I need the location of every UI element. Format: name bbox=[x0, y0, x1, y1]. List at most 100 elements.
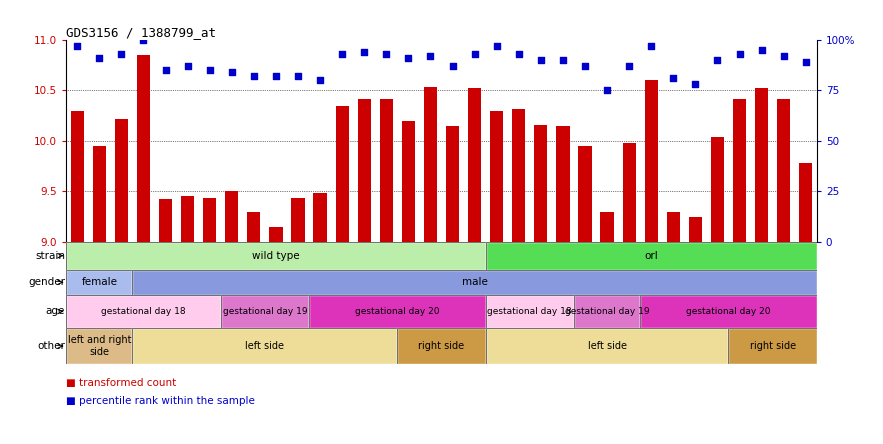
Bar bbox=[66, 242, 486, 270]
Point bbox=[268, 73, 283, 80]
Bar bbox=[309, 295, 486, 328]
Text: ■ percentile rank within the sample: ■ percentile rank within the sample bbox=[66, 396, 255, 406]
Point bbox=[556, 56, 570, 63]
Bar bbox=[66, 270, 132, 295]
Point bbox=[600, 87, 615, 94]
Bar bbox=[600, 212, 614, 242]
Bar bbox=[645, 80, 658, 242]
Bar bbox=[755, 88, 768, 242]
Bar bbox=[623, 143, 636, 242]
Bar bbox=[93, 146, 106, 242]
Text: gender: gender bbox=[28, 277, 65, 287]
Bar bbox=[799, 163, 812, 242]
Text: gestational day 18: gestational day 18 bbox=[487, 307, 572, 316]
Bar bbox=[203, 198, 216, 242]
Text: female: female bbox=[81, 277, 117, 287]
Bar bbox=[490, 111, 503, 242]
Point bbox=[137, 36, 151, 44]
Bar bbox=[574, 295, 640, 328]
Bar bbox=[486, 328, 728, 364]
Point bbox=[424, 52, 438, 59]
Bar bbox=[578, 146, 592, 242]
Point bbox=[777, 52, 791, 59]
Text: gestational day 19: gestational day 19 bbox=[223, 307, 307, 316]
Point bbox=[159, 67, 173, 74]
Point bbox=[225, 69, 239, 76]
Bar bbox=[309, 295, 486, 328]
Bar bbox=[728, 328, 817, 364]
Text: GDS3156 / 1388799_at: GDS3156 / 1388799_at bbox=[66, 26, 216, 39]
Bar bbox=[336, 106, 349, 242]
Point bbox=[357, 48, 372, 56]
Point bbox=[755, 47, 769, 54]
Point bbox=[710, 56, 724, 63]
Bar bbox=[358, 99, 371, 242]
Bar bbox=[225, 191, 238, 242]
Bar bbox=[221, 295, 309, 328]
Point bbox=[203, 67, 217, 74]
Bar bbox=[468, 88, 481, 242]
Bar bbox=[132, 328, 397, 364]
Bar bbox=[66, 295, 221, 328]
Bar bbox=[777, 99, 790, 242]
Bar bbox=[291, 198, 305, 242]
Text: male: male bbox=[462, 277, 487, 287]
Point bbox=[512, 51, 526, 58]
Bar bbox=[132, 328, 397, 364]
Point bbox=[733, 51, 747, 58]
Point bbox=[468, 51, 482, 58]
Text: other: other bbox=[37, 341, 65, 351]
Point bbox=[93, 55, 106, 62]
Bar bbox=[728, 328, 817, 364]
Bar bbox=[667, 212, 680, 242]
Bar bbox=[486, 295, 574, 328]
Bar bbox=[556, 126, 570, 242]
Bar bbox=[486, 295, 574, 328]
Bar bbox=[424, 87, 437, 242]
Point bbox=[70, 43, 85, 50]
Bar bbox=[66, 270, 132, 295]
Point bbox=[446, 63, 460, 70]
Point bbox=[380, 51, 394, 58]
Point bbox=[623, 63, 637, 70]
Point bbox=[689, 81, 703, 88]
Bar bbox=[66, 328, 132, 364]
Bar bbox=[269, 227, 283, 242]
Bar bbox=[640, 295, 817, 328]
Text: right side: right side bbox=[419, 341, 464, 351]
Point bbox=[490, 43, 504, 50]
Bar bbox=[397, 328, 486, 364]
Point bbox=[667, 75, 681, 82]
Bar bbox=[137, 55, 150, 242]
Bar bbox=[402, 121, 415, 242]
Text: orl: orl bbox=[645, 251, 658, 261]
Point bbox=[578, 63, 592, 70]
Point bbox=[336, 51, 350, 58]
Text: gestational day 19: gestational day 19 bbox=[565, 307, 649, 316]
Bar bbox=[486, 242, 817, 270]
Bar bbox=[71, 111, 84, 242]
Bar bbox=[446, 126, 459, 242]
Bar bbox=[115, 119, 128, 242]
Text: left side: left side bbox=[245, 341, 284, 351]
Bar bbox=[534, 125, 547, 242]
Bar bbox=[313, 194, 327, 242]
Bar bbox=[66, 242, 486, 270]
Point bbox=[115, 51, 129, 58]
Bar bbox=[486, 242, 817, 270]
Text: gestational day 18: gestational day 18 bbox=[102, 307, 185, 316]
Bar bbox=[66, 295, 221, 328]
Text: right side: right side bbox=[750, 341, 796, 351]
Bar bbox=[733, 99, 746, 242]
Text: wild type: wild type bbox=[253, 251, 299, 261]
Point bbox=[291, 73, 306, 80]
Bar bbox=[574, 295, 640, 328]
Bar bbox=[247, 212, 260, 242]
Bar bbox=[512, 109, 525, 242]
Text: gestational day 20: gestational day 20 bbox=[355, 307, 440, 316]
Bar bbox=[711, 137, 724, 242]
Point bbox=[799, 59, 813, 66]
Bar bbox=[221, 295, 309, 328]
Bar bbox=[181, 196, 194, 242]
Point bbox=[180, 63, 194, 70]
